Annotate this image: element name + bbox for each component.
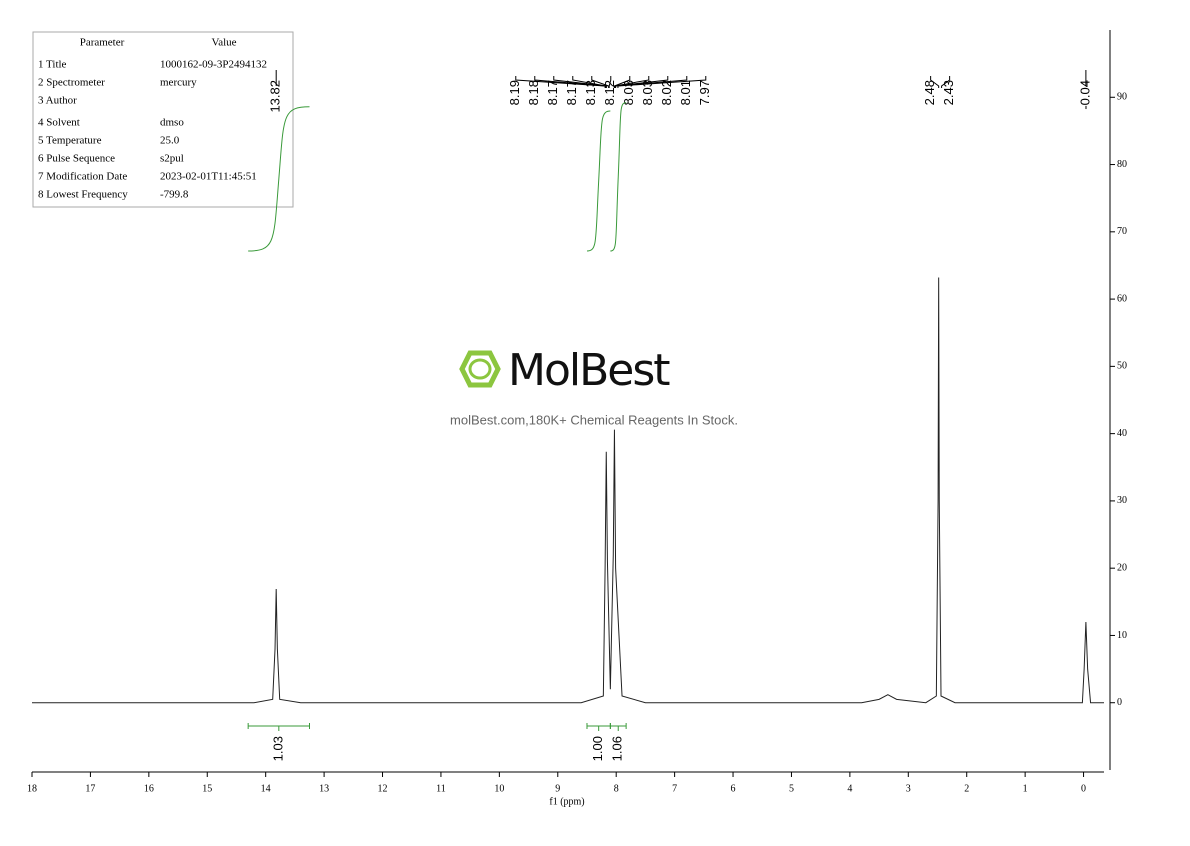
integral-curve: [248, 106, 310, 252]
x-axis-label: f1 (ppm): [549, 796, 584, 807]
x-tick-label: 7: [672, 783, 677, 794]
x-tick-label: 14: [261, 783, 271, 794]
y-tick-label: 50: [1117, 361, 1127, 372]
peak-label: 8.13: [583, 80, 598, 105]
integral-curve: [610, 102, 627, 252]
param-name: 7 Modification Date: [38, 171, 127, 183]
param-name: 5 Temperature: [38, 135, 102, 147]
peak-label: 8.17: [564, 80, 579, 105]
peak-connector: [534, 76, 607, 88]
x-tick-label: 12: [378, 783, 388, 794]
param-name: 2 Spectrometer: [38, 77, 105, 89]
integral-range: [586, 723, 611, 731]
y-tick-label: 10: [1117, 630, 1127, 641]
peak-label: 8.17: [545, 80, 560, 105]
param-value: s2pul: [160, 153, 184, 165]
x-tick-label: 1: [1023, 783, 1028, 794]
y-tick-label: 80: [1117, 159, 1127, 170]
param-value: mercury: [160, 77, 197, 89]
parameter-table: Parameter Value 1 Title 1000162-09-3P249413…: [32, 31, 294, 208]
peak-connector: [608, 76, 612, 88]
x-tick-label: 8: [614, 783, 619, 794]
param-value: 2023-02-01T11:45:51: [160, 171, 257, 183]
x-tick-label: 11: [436, 783, 446, 794]
peak-connector: [930, 76, 940, 88]
x-tick-label: 0: [1081, 783, 1086, 794]
peak-label: -0.04: [1077, 80, 1092, 110]
y-tick-label: 20: [1117, 562, 1127, 573]
table-header: Value: [211, 37, 236, 49]
peak-connector: [591, 76, 610, 88]
y-tick-label: 90: [1117, 92, 1127, 103]
param-value: dmso: [160, 117, 184, 129]
y-tick-label: 70: [1117, 226, 1127, 237]
peak-connector: [614, 76, 669, 88]
integral-label: 1.00: [590, 736, 605, 761]
table-header: Parameter: [80, 37, 125, 49]
y-tick-label: 0: [1117, 697, 1122, 708]
y-tick-label: 40: [1117, 428, 1127, 439]
logo-hexagon: [459, 350, 501, 388]
brand: MolBest: [508, 345, 670, 396]
x-tick-label: 13: [319, 783, 329, 794]
peak-label: 8.18: [526, 80, 541, 105]
integral-curve: [586, 110, 611, 252]
peak-label: 8.12: [602, 80, 617, 105]
x-tick-label: 18: [27, 783, 37, 794]
peak-connector: [941, 76, 951, 88]
x-tick-label: 16: [144, 783, 154, 794]
x-tick-label: 15: [202, 783, 212, 794]
param-name: 3 Author: [38, 95, 77, 107]
peak-connector: [515, 76, 606, 88]
x-tick-label: 6: [731, 783, 736, 794]
peak-label: 8.01: [678, 80, 693, 105]
integral-range: [247, 723, 310, 731]
integral-label: 1.06: [610, 736, 625, 761]
watermark: MolBest molBest.com,180K+ Chemical Reage…: [450, 345, 738, 427]
peak-label: 8.03: [621, 80, 636, 105]
tagline: molBest.com,180K+ Chemical Reagents In S…: [450, 412, 738, 427]
x-tick-label: 9: [555, 783, 560, 794]
x-tick-label: 17: [85, 783, 95, 794]
peak-label: 8.19: [507, 80, 522, 105]
param-value: 25.0: [160, 135, 180, 147]
x-tick-label: 4: [847, 783, 852, 794]
peak-connector: [615, 76, 688, 88]
param-name: 4 Solvent: [38, 117, 80, 129]
integral-label: 1.03: [270, 736, 285, 761]
logo-ring: [468, 358, 492, 380]
x-tick-label: 5: [789, 783, 794, 794]
integral-range: [609, 723, 627, 731]
peak-label: 8.03: [640, 80, 655, 105]
param-name: 8 Lowest Frequency: [38, 189, 128, 201]
peak-label: 2.43: [941, 80, 956, 105]
peak-label: 13.82: [268, 80, 283, 113]
param-name: 1 Title: [38, 59, 67, 71]
x-tick-label: 3: [906, 783, 911, 794]
peak-connector: [613, 76, 650, 88]
x-tick-label: 2: [964, 783, 969, 794]
peak-connector: [617, 76, 707, 88]
y-tick-label: 30: [1117, 495, 1127, 506]
table-border: [32, 31, 294, 208]
peak-connector: [572, 76, 607, 88]
x-tick-label: 10: [494, 783, 504, 794]
param-value: -799.8: [160, 189, 189, 201]
param-value: 1000162-09-3P2494132: [160, 59, 267, 71]
peak-label: 8.02: [659, 80, 674, 105]
peak-label: 7.97: [697, 80, 712, 105]
spectrum-line: [32, 277, 1104, 704]
peak-label: 2.48: [922, 80, 937, 105]
param-name: 6 Pulse Sequence: [38, 153, 115, 165]
y-tick-label: 60: [1117, 293, 1127, 304]
